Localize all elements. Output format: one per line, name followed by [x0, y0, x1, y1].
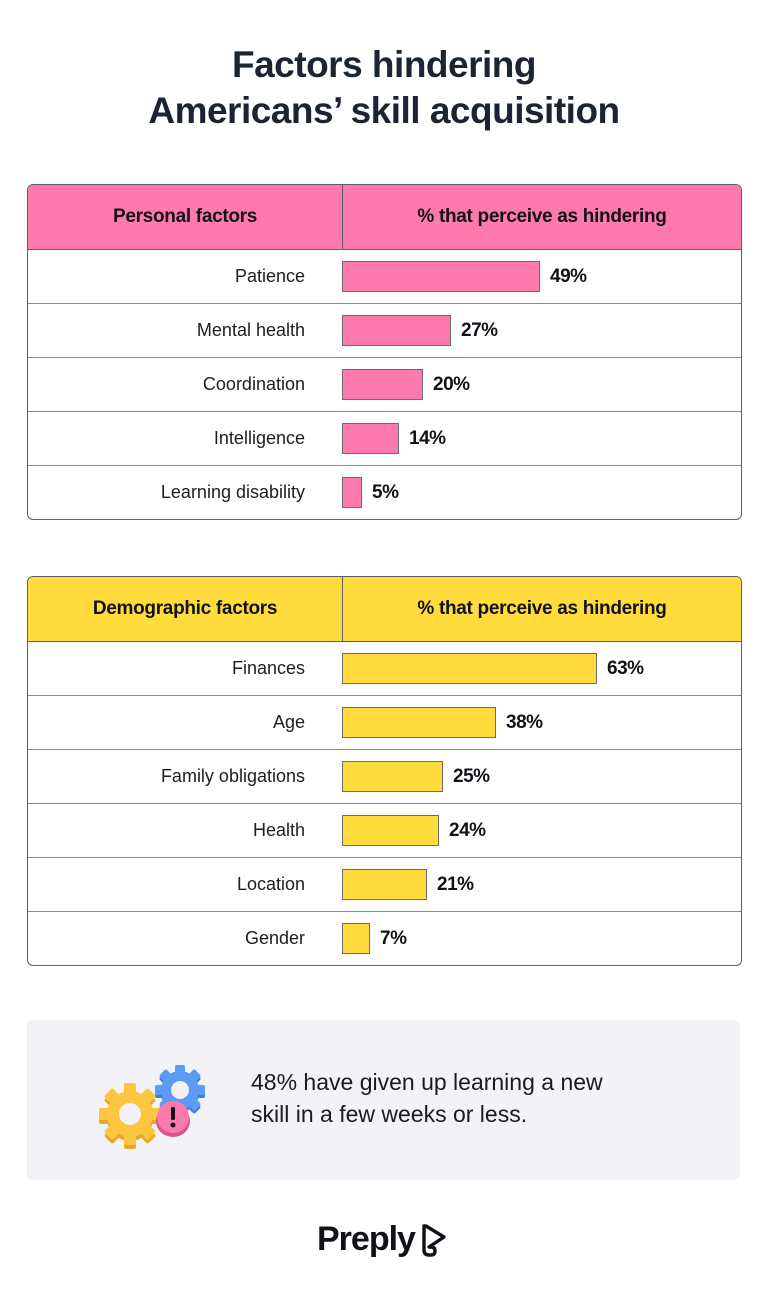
personal-row-label: Patience — [234, 266, 305, 286]
demographic-row: Location 21% — [28, 858, 741, 912]
demographic-bar — [342, 815, 439, 846]
personal-row: Coordination 20% — [28, 358, 741, 412]
demographic-factors-table: Demographic factors % that perceive as h… — [27, 576, 742, 966]
demographic-value-label: 25% — [453, 765, 490, 787]
page-title: Factors hindering Americans’ skill acqui… — [0, 42, 768, 134]
personal-bar — [342, 369, 423, 400]
title-line-2: Americans’ skill acquisition — [148, 90, 620, 131]
demographic-header-percent: % that perceive as hindering — [417, 598, 667, 619]
demographic-row-label: Family obligations — [160, 766, 305, 786]
personal-header-percent: % that perceive as hindering — [417, 206, 667, 227]
personal-bar-cell: 49% — [342, 261, 741, 292]
personal-value-label: 5% — [372, 481, 399, 503]
gears-warning-icon — [99, 1065, 205, 1149]
demographic-row-label: Age — [272, 712, 305, 732]
demographic-row-label: Location — [236, 874, 305, 894]
demographic-bar-cell: 24% — [342, 815, 741, 846]
demographic-value-label: 21% — [437, 873, 474, 895]
personal-row-label: Intelligence — [213, 428, 305, 448]
personal-bar-cell: 27% — [342, 315, 741, 346]
demographic-row: Finances 63% — [28, 642, 741, 696]
demographic-bar — [342, 923, 370, 954]
personal-table-header: Personal factors % that perceive as hind… — [28, 185, 741, 250]
personal-bar — [342, 477, 362, 508]
personal-bar-cell: 5% — [342, 477, 741, 508]
personal-row: Mental health 27% — [28, 304, 741, 358]
demographic-row: Family obligations 25% — [28, 750, 741, 804]
personal-factors-table: Personal factors % that perceive as hind… — [27, 184, 742, 520]
demographic-header-factor: Demographic factors — [28, 577, 343, 641]
demographic-value-label: 7% — [380, 927, 407, 949]
callout-line-1: 48% have given up learning a new — [251, 1069, 603, 1095]
personal-row: Patience 49% — [28, 250, 741, 304]
demographic-row: Gender 7% — [28, 912, 741, 965]
title-line-1: Factors hindering — [232, 44, 536, 85]
demographic-row: Age 38% — [28, 696, 741, 750]
personal-row: Intelligence 14% — [28, 412, 741, 466]
demographic-bar-cell: 7% — [342, 923, 741, 954]
demographic-row-label: Finances — [231, 658, 305, 678]
demographic-bar-cell: 21% — [342, 869, 741, 900]
demographic-bar-cell: 63% — [342, 653, 741, 684]
personal-bar-cell: 20% — [342, 369, 741, 400]
demographic-bar — [342, 653, 597, 684]
demographic-value-label: 24% — [449, 819, 486, 841]
demographic-bar — [342, 707, 496, 738]
personal-value-label: 27% — [461, 319, 498, 341]
callout-text: 48% have given up learning a new skill i… — [251, 1066, 671, 1130]
personal-bar — [342, 261, 540, 292]
demographic-row-label: Gender — [244, 928, 305, 948]
personal-row-label: Mental health — [196, 320, 305, 340]
personal-header-factor: Personal factors — [28, 185, 343, 249]
demographic-bar-cell: 38% — [342, 707, 741, 738]
callout-line-2: skill in a few weeks or less. — [251, 1101, 528, 1127]
personal-value-label: 14% — [409, 427, 446, 449]
personal-row-label: Learning disability — [160, 482, 305, 502]
demographic-bar — [342, 869, 427, 900]
demographic-bar-cell: 25% — [342, 761, 741, 792]
personal-row-label: Coordination — [202, 374, 305, 394]
demographic-value-label: 38% — [506, 711, 543, 733]
personal-bar — [342, 423, 399, 454]
personal-bar — [342, 315, 451, 346]
stat-callout: 48% have given up learning a new skill i… — [27, 1020, 740, 1180]
preply-logo[interactable]: Preply — [317, 1218, 448, 1260]
demographic-row: Health 24% — [28, 804, 741, 858]
preply-logo-icon — [422, 1224, 446, 1257]
demographic-value-label: 63% — [607, 657, 644, 679]
personal-row: Learning disability 5% — [28, 466, 741, 519]
personal-value-label: 49% — [550, 265, 587, 287]
demographic-bar — [342, 761, 443, 792]
demographic-table-header: Demographic factors % that perceive as h… — [28, 577, 741, 642]
personal-value-label: 20% — [433, 373, 470, 395]
demographic-row-label: Health — [252, 820, 305, 840]
logo-wordmark: Preply — [317, 1219, 416, 1258]
personal-bar-cell: 14% — [342, 423, 741, 454]
